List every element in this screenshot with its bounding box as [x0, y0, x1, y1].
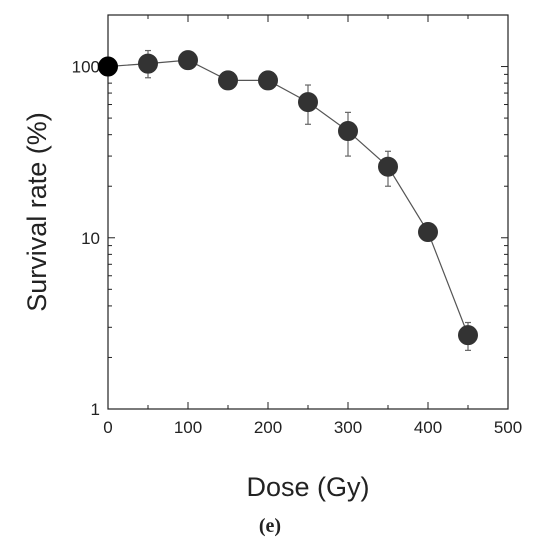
x-tick-label: 400 — [414, 418, 442, 437]
data-point — [338, 121, 358, 142]
data-point — [418, 222, 438, 243]
tick-labels: 0 100 200 300 400 500 1 10 100 — [72, 58, 523, 437]
data-point — [218, 70, 238, 91]
y-tick-label: 1 — [91, 400, 100, 419]
data-point — [138, 53, 158, 74]
series-line — [107, 59, 469, 336]
x-tick-label: 100 — [174, 418, 202, 437]
axis-ticks — [107, 14, 509, 410]
data-point — [98, 56, 118, 77]
data-point — [298, 92, 318, 113]
panel-label: (e) — [259, 515, 281, 537]
data-point — [178, 50, 198, 71]
x-tick-label: 500 — [494, 418, 522, 437]
x-tick-label: 0 — [103, 418, 112, 437]
x-tick-label: 200 — [254, 418, 282, 437]
y-axis-title: Survival rate (%) — [22, 112, 52, 312]
x-axis-title: Dose (Gy) — [246, 472, 369, 502]
data-point — [258, 70, 278, 91]
data-point — [378, 156, 398, 177]
plot-frame — [107, 14, 509, 410]
y-tick-label: 10 — [81, 229, 100, 248]
data-point — [458, 325, 478, 346]
y-tick-label: 100 — [72, 58, 100, 77]
x-tick-label: 300 — [334, 418, 362, 437]
series-layer — [98, 49, 478, 351]
